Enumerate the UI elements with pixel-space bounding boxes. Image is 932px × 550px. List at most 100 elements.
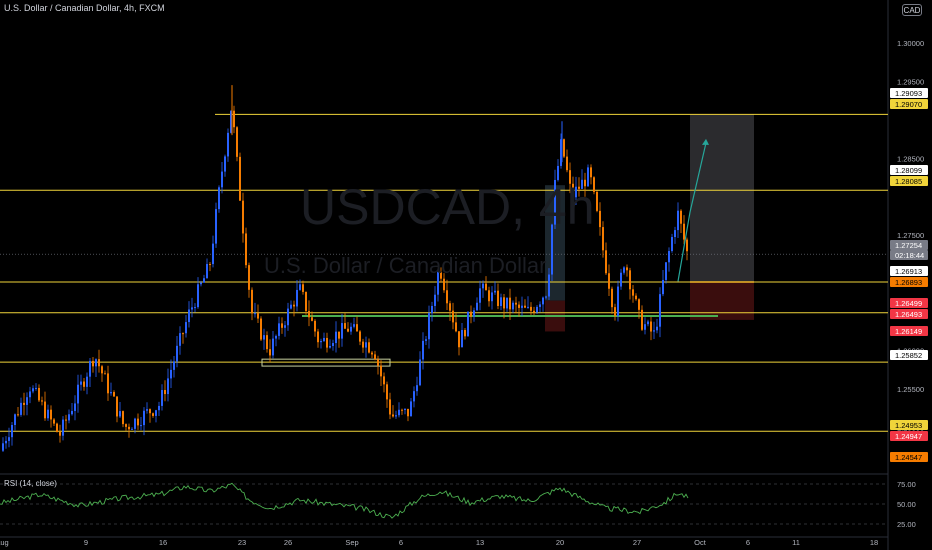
price-tick: 1.25500 xyxy=(897,385,924,394)
support-box xyxy=(261,358,391,367)
price-label-badge xyxy=(890,266,928,276)
candle-body xyxy=(11,425,13,438)
candle-body xyxy=(254,313,256,315)
candle-body xyxy=(605,250,607,274)
candle-body xyxy=(71,410,73,415)
candle-body xyxy=(23,402,25,405)
candle-body xyxy=(494,290,496,293)
price-label-badge xyxy=(890,452,928,462)
candle-body xyxy=(530,306,532,311)
stop-zone xyxy=(690,281,754,320)
candle-body xyxy=(395,415,397,417)
candle-body xyxy=(335,331,337,344)
candle-body xyxy=(41,400,43,402)
candle-body xyxy=(149,409,151,414)
price-label-text: 1.24547 xyxy=(895,453,922,462)
candle-body xyxy=(578,186,580,189)
candle-body xyxy=(389,399,391,415)
candle-body xyxy=(101,366,103,374)
candle-body xyxy=(665,262,667,280)
candle-body xyxy=(29,391,31,398)
candle-body xyxy=(554,179,556,225)
candle-body xyxy=(17,414,19,416)
candle-body xyxy=(533,310,535,313)
candle-body xyxy=(608,273,610,289)
price-label-badge xyxy=(890,165,928,175)
candle-body xyxy=(512,302,514,310)
price-label-text: 1.27254 xyxy=(895,241,922,250)
candle-body xyxy=(53,419,55,424)
candle-body xyxy=(35,387,37,389)
candle-body xyxy=(248,265,250,290)
price-label-text: 1.26149 xyxy=(895,327,922,336)
candle-body xyxy=(473,310,475,317)
candle-body xyxy=(458,331,460,348)
price-tick: 1.29500 xyxy=(897,77,924,86)
candle-body xyxy=(161,389,163,406)
candle-body xyxy=(425,339,427,341)
price-label-text: 1.29070 xyxy=(895,100,922,109)
candle-body xyxy=(524,305,526,308)
candle-body xyxy=(2,443,4,451)
rsi-tick: 75.00 xyxy=(897,480,916,489)
candle-body xyxy=(326,337,328,348)
time-tick: 6 xyxy=(399,538,403,547)
candle-body xyxy=(152,413,154,416)
candle-body xyxy=(629,270,631,290)
candle-body xyxy=(644,324,646,330)
time-tick: 6 xyxy=(746,538,750,547)
candle-body xyxy=(92,360,94,367)
time-tick: 16 xyxy=(159,538,167,547)
candle-body xyxy=(311,317,313,321)
candle-body xyxy=(506,297,508,309)
rsi-line xyxy=(0,482,689,519)
candle-body xyxy=(32,388,34,392)
candle-body xyxy=(164,389,166,395)
price-tick: 1.28500 xyxy=(897,154,924,163)
time-tick: 18 xyxy=(870,538,878,547)
candle-body xyxy=(626,267,628,271)
candle-body xyxy=(221,171,223,188)
candle-body xyxy=(218,187,220,210)
candle-body xyxy=(113,392,115,397)
candle-body xyxy=(215,209,217,244)
candle-body xyxy=(110,392,112,394)
time-tick: 26 xyxy=(284,538,292,547)
currency-badge[interactable]: CAD xyxy=(902,4,922,16)
candle-body xyxy=(341,323,343,339)
time-tick: 11 xyxy=(792,538,800,547)
candle-body xyxy=(332,343,334,347)
candle-body xyxy=(146,409,148,411)
candle-body xyxy=(632,289,634,296)
candle-body xyxy=(683,223,685,240)
arrow-head xyxy=(702,138,709,145)
candle-body xyxy=(179,333,181,346)
candle-body xyxy=(8,437,10,441)
candle-body xyxy=(446,290,448,304)
candle-body xyxy=(89,360,91,377)
candle-body xyxy=(614,307,616,316)
candle-body xyxy=(635,295,637,300)
candle-body xyxy=(353,324,355,327)
candle-body xyxy=(155,410,157,416)
prior-zone xyxy=(545,185,565,301)
candle-body xyxy=(62,419,64,436)
candle-body xyxy=(182,333,184,335)
time-tick: 23 xyxy=(238,538,246,547)
candle-body xyxy=(143,410,145,426)
candle-body xyxy=(68,414,70,421)
time-tick: Aug xyxy=(0,538,9,547)
candle-body xyxy=(86,376,88,387)
candle-body xyxy=(671,237,673,252)
price-label-badge xyxy=(890,176,928,186)
candle-body xyxy=(527,306,529,308)
price-label-badge xyxy=(890,350,928,360)
candle-body xyxy=(128,426,130,430)
candle-body xyxy=(233,110,235,128)
price-label-text: 1.28085 xyxy=(895,177,922,186)
watermark-name: U.S. Dollar / Canadian Dollar xyxy=(264,253,547,278)
candle-body xyxy=(191,307,193,310)
candle-body xyxy=(227,132,229,157)
candle-body xyxy=(281,323,283,328)
